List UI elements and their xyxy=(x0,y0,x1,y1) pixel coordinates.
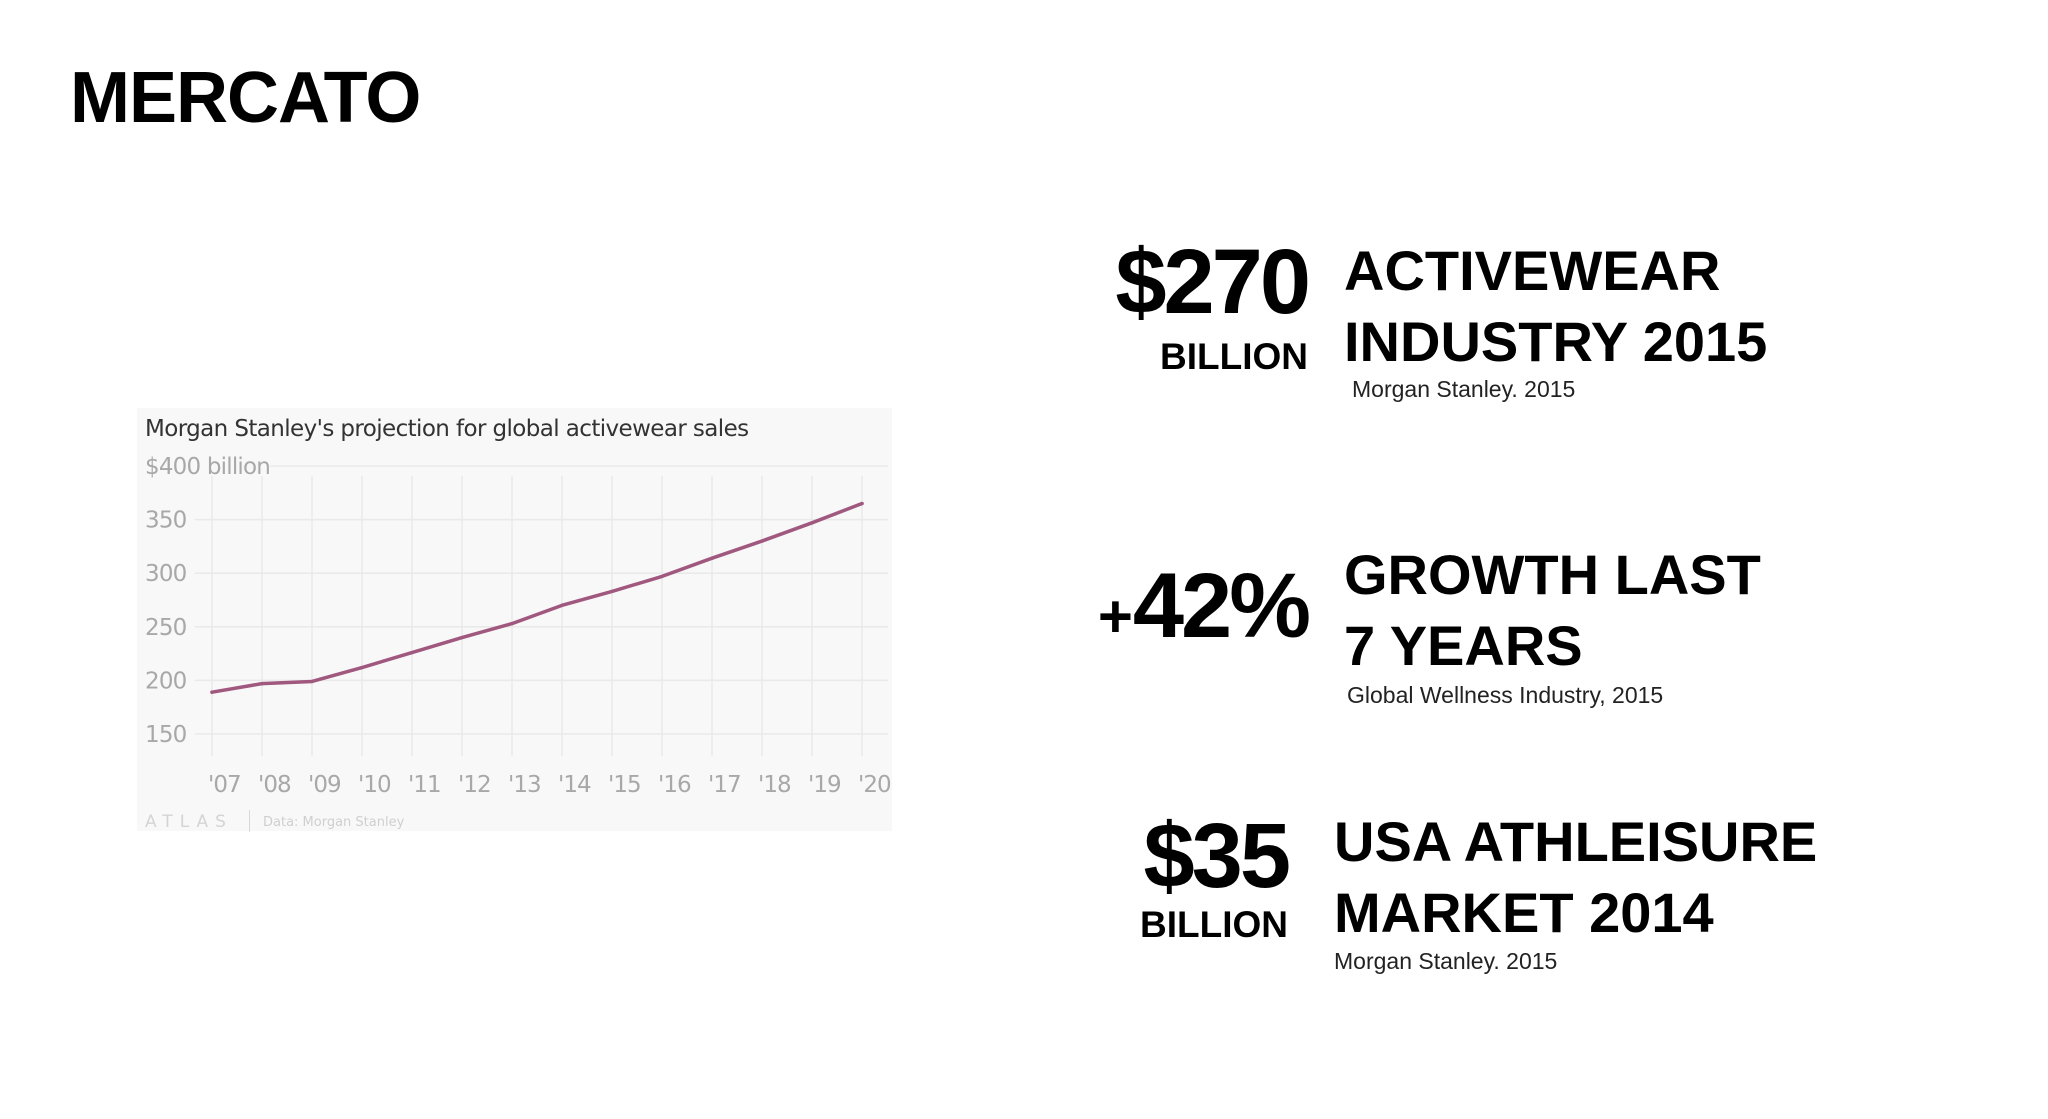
chart-source: Data: Morgan Stanley xyxy=(263,815,405,830)
stat-value-prefix: + xyxy=(1097,583,1133,650)
chart-title: Morgan Stanley's projection for global a… xyxy=(145,416,749,442)
stat-headline-growth: GROWTH LAST 7 YEARS xyxy=(1344,539,1761,681)
stat-headline-line1: GROWTH LAST xyxy=(1344,543,1761,606)
stat-value-number: 42% xyxy=(1132,555,1311,657)
atlas-logo: ATLAS xyxy=(145,812,233,832)
stat-headline-line2: MARKET 2014 xyxy=(1334,881,1714,944)
stat-source-growth: Global Wellness Industry, 2015 xyxy=(1347,682,1664,708)
stat-value-growth: +42% xyxy=(1040,560,1311,652)
stat-value-activewear: $270 xyxy=(1115,231,1311,333)
footer-divider xyxy=(249,810,250,832)
stat-source-athleisure: Morgan Stanley. 2015 xyxy=(1334,948,1558,974)
chart-background xyxy=(137,408,892,831)
stat-unit-athleisure: BILLION xyxy=(1140,904,1288,945)
stat-headline-line1: ACTIVEWEAR xyxy=(1344,239,1721,302)
stat-headline-line2: 7 YEARS xyxy=(1344,614,1583,677)
stat-headline-activewear: ACTIVEWEAR INDUSTRY 2015 xyxy=(1344,235,1767,377)
stat-value-athleisure: $35 xyxy=(1143,805,1292,907)
stat-headline-line2: INDUSTRY 2015 xyxy=(1344,310,1768,373)
page-title: MERCATO xyxy=(70,58,421,138)
stat-unit-activewear: BILLION xyxy=(1160,336,1308,377)
stat-headline-line1: USA ATHLEISURE xyxy=(1334,810,1818,873)
stat-source-activewear: Morgan Stanley. 2015 xyxy=(1352,376,1576,402)
stat-headline-athleisure: USA ATHLEISURE MARKET 2014 xyxy=(1334,806,1817,948)
